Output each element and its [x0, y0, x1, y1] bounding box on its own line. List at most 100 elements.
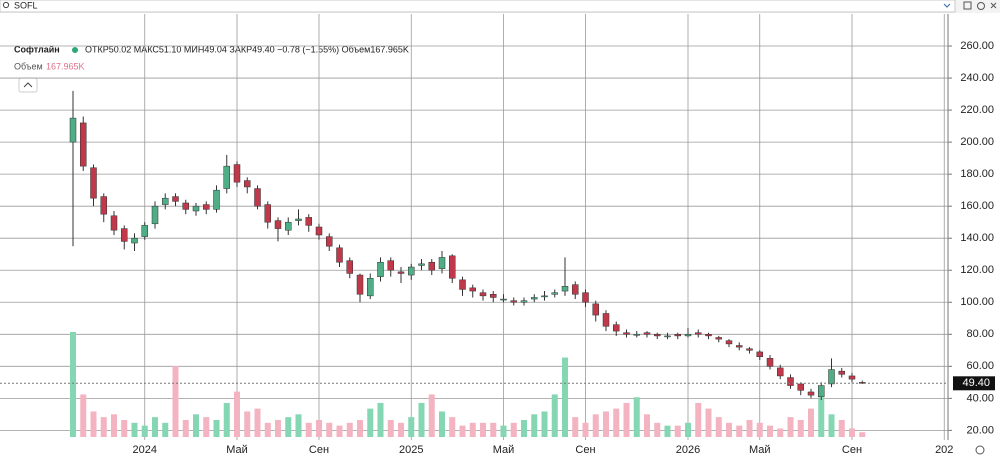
volume-bar — [674, 425, 681, 437]
y-tick-label: 220.00 — [960, 104, 994, 116]
search-text[interactable]: SOFL — [14, 0, 38, 10]
y-tick-label: 100.00 — [960, 296, 994, 308]
candle-body — [387, 260, 394, 271]
collapse-icon — [23, 82, 33, 88]
volume-bar — [275, 419, 281, 437]
volume-bar — [777, 428, 784, 437]
candle-body — [264, 204, 271, 223]
volume-bar — [531, 414, 538, 437]
x-tick-label: 2024 — [133, 444, 157, 456]
candle-body — [274, 220, 282, 229]
candle-body — [213, 189, 220, 210]
volume-bar — [428, 394, 435, 437]
volume-bar — [121, 419, 128, 437]
candle-body — [203, 204, 210, 210]
candle-body — [592, 303, 599, 316]
settings-gear[interactable] — [975, 445, 985, 455]
candle-body — [110, 215, 118, 231]
candle-body — [295, 218, 302, 221]
close-icon[interactable] — [990, 2, 997, 9]
window-icon[interactable] — [963, 1, 972, 10]
volume-bar — [367, 408, 374, 437]
candle-body — [254, 188, 261, 207]
volume-bar — [387, 419, 394, 437]
volume-bar — [859, 432, 866, 437]
candle-body — [131, 237, 138, 244]
search-box[interactable] — [0, 0, 956, 13]
candle-body — [459, 279, 466, 290]
candle-body — [818, 385, 825, 398]
volume-bar — [182, 419, 189, 437]
volume-bar — [377, 402, 384, 437]
collapse-button[interactable] — [18, 77, 38, 93]
volume-bar — [787, 417, 794, 437]
volume-bar — [644, 414, 650, 437]
x-tick-label: 202 — [935, 444, 953, 456]
candle-body — [838, 370, 845, 375]
candle-body — [418, 263, 425, 266]
volume-bar — [172, 366, 179, 437]
volume-bar — [818, 397, 825, 437]
candle-body — [172, 196, 179, 202]
candle-body — [613, 324, 620, 332]
volume-bar — [80, 394, 87, 437]
volume-bar — [490, 422, 497, 437]
volume-label: Объем — [14, 61, 43, 71]
volume-bar — [254, 408, 261, 437]
candle-body — [305, 217, 312, 226]
volume-bar — [285, 417, 292, 437]
candle-body — [766, 358, 774, 367]
dropdown-arrow[interactable] — [943, 3, 951, 8]
volume-bar — [736, 425, 743, 437]
candle-body — [633, 334, 640, 336]
settings-icon[interactable] — [977, 2, 985, 10]
candle-body — [397, 271, 405, 274]
volume-bar — [203, 417, 210, 437]
volume-bar — [336, 425, 343, 437]
x-tick-label: Сен — [309, 444, 329, 456]
candle-body — [715, 337, 722, 340]
volume-bar — [623, 402, 630, 437]
candle-body — [469, 287, 476, 292]
volume-bar — [469, 422, 476, 437]
candle-body — [367, 277, 374, 297]
volume-bar — [70, 332, 76, 437]
candle-body — [736, 345, 743, 348]
search-icon — [2, 1, 10, 9]
volume-bar — [685, 422, 691, 437]
candle-body — [746, 348, 753, 351]
volume-bar — [633, 397, 640, 437]
volume-bar — [592, 414, 599, 437]
status-dot — [72, 47, 78, 53]
x-tick-label: Май — [749, 444, 771, 456]
volume-bar — [223, 402, 230, 437]
candle-body — [141, 225, 148, 237]
volume-bar — [551, 394, 558, 437]
volume-bar — [326, 422, 333, 437]
volume-bar — [562, 357, 568, 437]
candle-body — [449, 255, 456, 279]
x-tick-label: 2026 — [676, 444, 700, 456]
candle-body — [80, 122, 87, 167]
volume-bar — [234, 391, 240, 437]
volume-bar — [111, 414, 117, 437]
volume-bar — [162, 422, 169, 437]
candle-body — [664, 335, 671, 338]
candle-body — [315, 226, 323, 236]
volume-bar — [439, 411, 445, 437]
y-tick-label: 140.00 — [960, 232, 994, 244]
volume-bar — [408, 417, 415, 437]
y-tick-label: 40.00 — [966, 392, 994, 404]
volume-bar — [213, 419, 220, 437]
candle-body — [500, 298, 507, 301]
volume-bar — [664, 425, 671, 437]
x-tick-label: Май — [226, 444, 248, 456]
candle-body — [643, 332, 651, 335]
candle-body — [797, 383, 804, 391]
volume-bar — [572, 417, 579, 437]
volume-bar — [264, 422, 271, 437]
volume-bar — [90, 411, 97, 437]
candle-body — [377, 261, 384, 277]
candle-body — [69, 117, 77, 143]
candle-body — [787, 377, 794, 386]
